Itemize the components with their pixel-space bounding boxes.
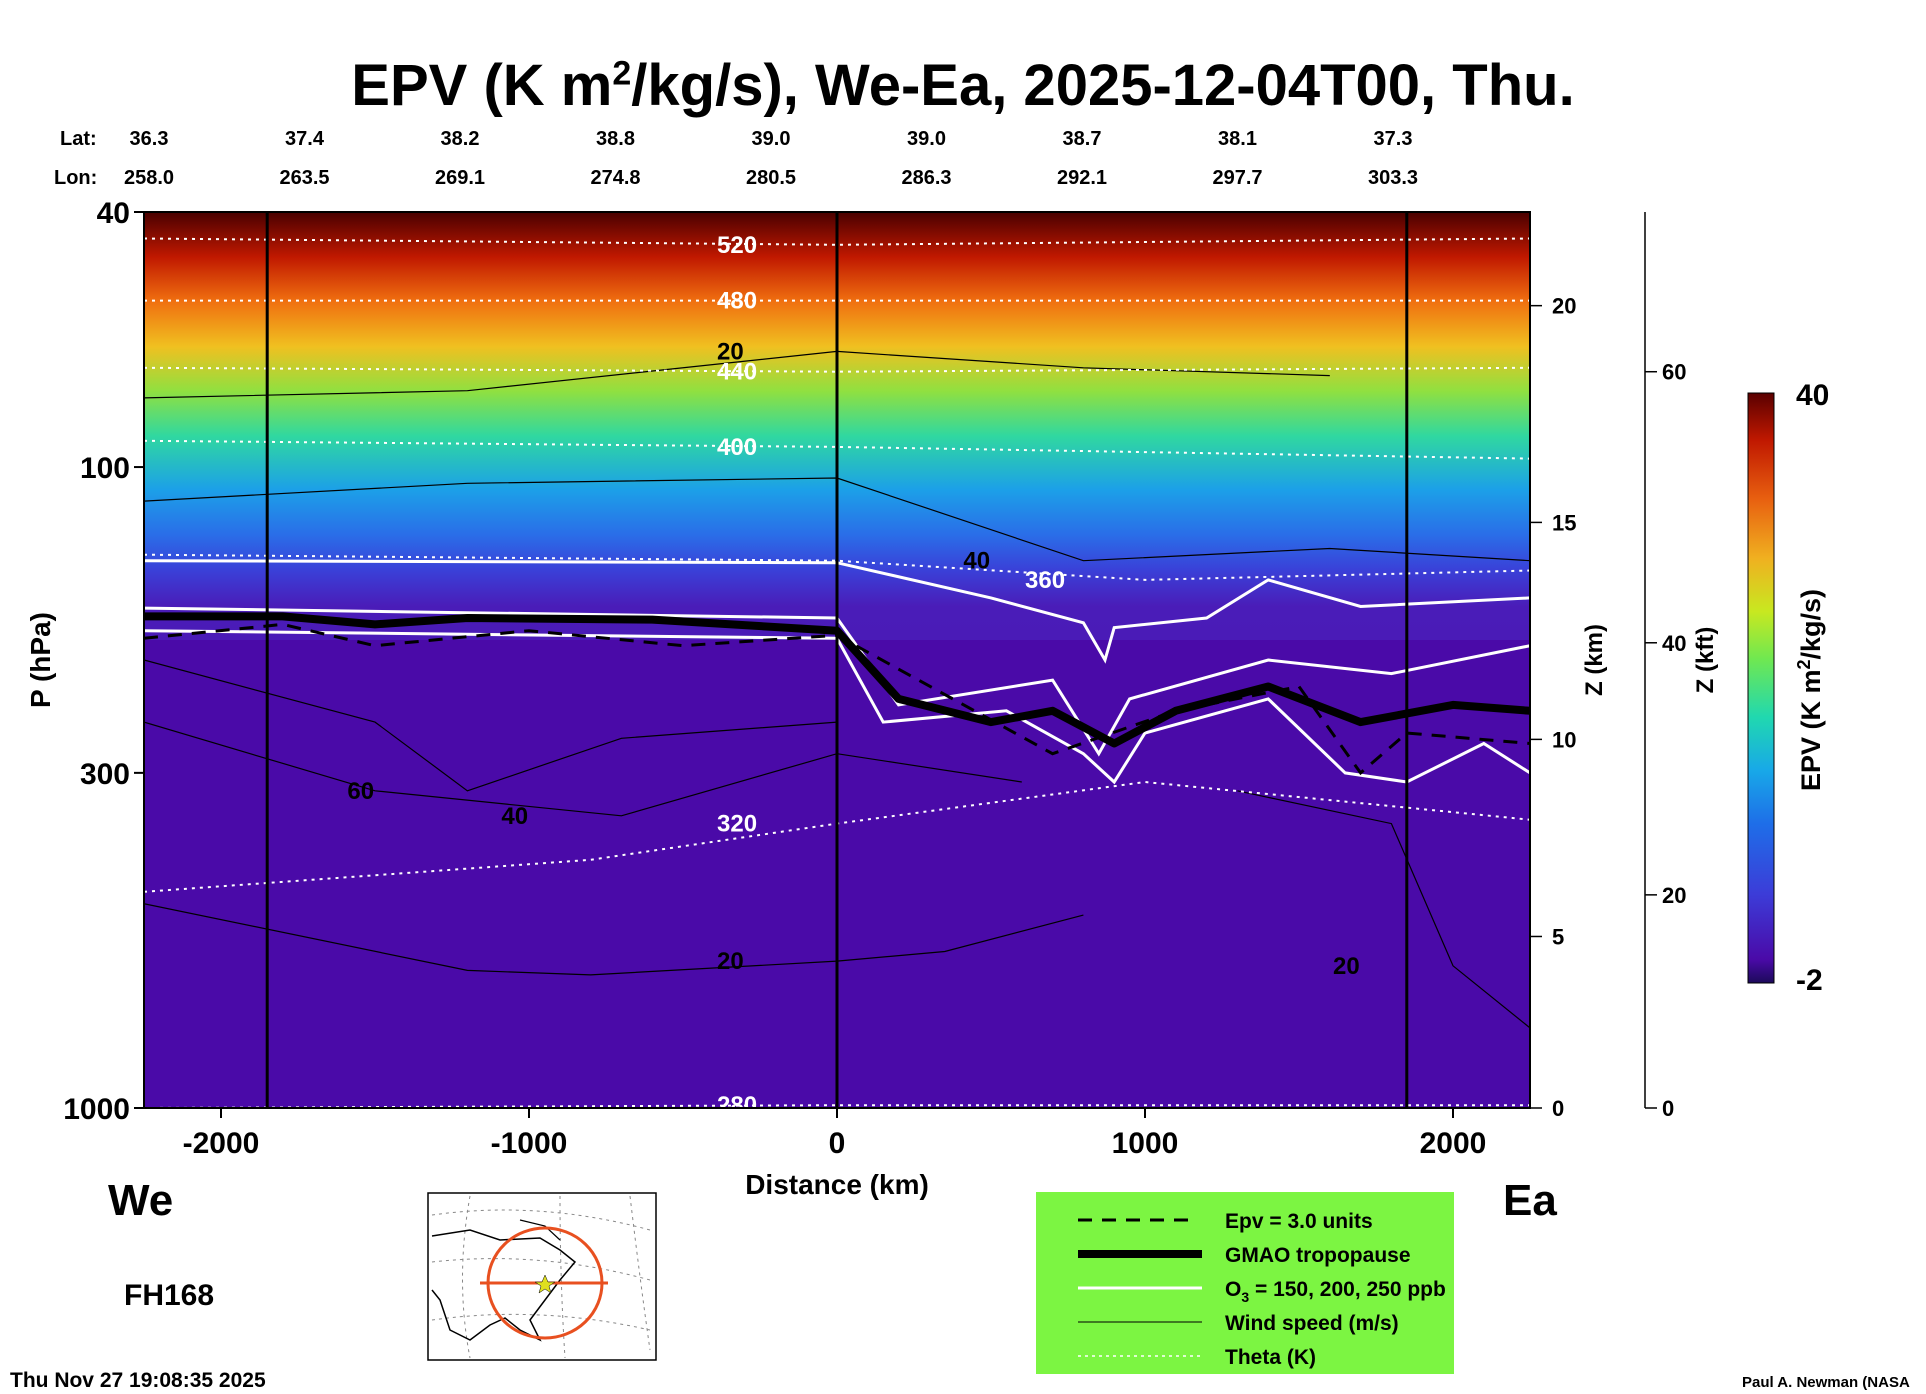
lat-value: 38.7 — [1063, 128, 1102, 150]
lat-value: 37.4 — [285, 128, 325, 150]
z-km-tick-label: 5 — [1552, 924, 1564, 949]
colorbar-max-label: 40 — [1796, 379, 1829, 412]
ozone-contour — [144, 629, 1530, 785]
x-tick-label: 0 — [829, 1127, 846, 1160]
y-tick-label: 300 — [80, 758, 130, 791]
z-kft-tick-label: 60 — [1662, 360, 1686, 385]
lon-value: 280.5 — [746, 167, 796, 189]
theta-contour-label: 400 — [717, 434, 757, 461]
lon-value: 269.1 — [435, 167, 485, 189]
colorbar-label: EPV (K m2/kg/s) — [1794, 589, 1826, 791]
west-label: We — [108, 1176, 173, 1225]
wind-speed-contour — [1237, 790, 1530, 1029]
lon-value: 274.8 — [590, 167, 640, 189]
wind-speed-contour — [144, 721, 1022, 817]
lon-value: 297.7 — [1212, 167, 1262, 189]
x-tick-label: 2000 — [1420, 1127, 1487, 1160]
theta-contour — [144, 553, 1530, 581]
wind-speed-contour-label: 20 — [717, 338, 744, 365]
lat-value: 36.3 — [130, 128, 169, 150]
epv3-contour — [144, 622, 1530, 776]
theta-contour-label: 320 — [717, 811, 757, 838]
wind-speed-contour — [144, 659, 838, 792]
z-km-tick-label: 0 — [1552, 1096, 1564, 1121]
wind-speed-contour-label: 20 — [1333, 953, 1360, 980]
inset-map — [427, 1192, 657, 1361]
colorbar-min-label: -2 — [1796, 964, 1823, 997]
x-axis-label: Distance (km) — [745, 1169, 929, 1200]
y-tick-label: 40 — [97, 197, 130, 230]
vertical-markers — [265, 212, 1409, 1108]
y-tick-label: 1000 — [63, 1093, 130, 1126]
chart-title: EPV (K m2/kg/s), We-Ea, 2025-12-04T00, T… — [351, 53, 1575, 118]
x-axis: -2000 -1000 0 1000 2000 — [183, 1108, 1487, 1160]
lon-value: 303.3 — [1368, 167, 1418, 189]
tropopause-line — [144, 612, 1530, 748]
legend-label-wind: Wind speed (m/s) — [1225, 1312, 1399, 1335]
lat-value: 38.8 — [596, 128, 635, 150]
legend-box — [1036, 1192, 1454, 1374]
lat-lon-labels: 36.3 37.4 38.2 38.8 39.0 39.0 38.7 38.1 37.3 258.… — [124, 128, 1418, 189]
lat-value: 38.2 — [441, 128, 480, 150]
wind-speed-contour-label: 40 — [501, 803, 528, 830]
z-kft-axis: 60 40 20 0 — [1645, 360, 1686, 1121]
east-label: Ea — [1503, 1176, 1557, 1225]
legend-label-epv: Epv = 3.0 units — [1225, 1210, 1373, 1233]
timestamp: Thu Nov 27 19:08:35 2025 — [10, 1369, 266, 1392]
lon-value: 286.3 — [901, 167, 951, 189]
theta-contour-label: 480 — [717, 288, 757, 315]
wind-speed-contour-label: 20 — [717, 948, 744, 975]
z-kft-tick-label: 40 — [1662, 631, 1686, 656]
z-km-tick-label: 20 — [1552, 294, 1576, 319]
z-km-axis: 20 15 10 5 0 — [1530, 294, 1576, 1121]
lat-row-label: Lat: — [60, 128, 97, 150]
z-km-tick-label: 10 — [1552, 727, 1576, 752]
theta-contour-label: 280 — [717, 1092, 757, 1119]
z-kft-tick-label: 20 — [1662, 883, 1686, 908]
lon-row-label: Lon: — [54, 167, 97, 189]
z-kft-tick-label: 0 — [1662, 1096, 1674, 1121]
z-km-axis-label: Z (km) — [1581, 624, 1608, 696]
legend-label-tropopause: GMAO tropopause — [1225, 1244, 1411, 1267]
z-kft-axis-label: Z (kft) — [1692, 627, 1719, 694]
lat-value: 39.0 — [907, 128, 946, 150]
wind-speed-contour-label: 60 — [347, 778, 374, 805]
wind-speed-contour — [144, 903, 1084, 976]
legend: Epv = 3.0 units GMAO tropopause O3 = 150… — [1036, 1192, 1454, 1374]
lon-value: 263.5 — [279, 167, 329, 189]
lat-value: 37.3 — [1374, 128, 1413, 150]
lon-value: 258.0 — [124, 167, 174, 189]
y-axis-label: P (hPa) — [25, 612, 56, 708]
theta-contour-label: 440 — [717, 359, 757, 386]
z-km-tick-label: 15 — [1552, 510, 1576, 535]
ozone-contour — [144, 559, 1530, 664]
x-tick-label: -1000 — [491, 1127, 568, 1160]
y-tick-label: 100 — [80, 452, 130, 485]
colorbar — [1747, 392, 1775, 984]
legend-label-ozone: O3 = 150, 200, 250 ppb — [1225, 1278, 1446, 1305]
credit: Paul A. Newman (NASA — [1742, 1374, 1910, 1391]
lon-value: 292.1 — [1057, 167, 1107, 189]
x-tick-label: 1000 — [1112, 1127, 1179, 1160]
legend-label-theta: Theta (K) — [1225, 1346, 1316, 1369]
y-axis: 40 100 300 1000 — [63, 197, 144, 1126]
lat-value: 39.0 — [752, 128, 791, 150]
theta-contour-label: 360 — [1025, 567, 1065, 594]
lat-value: 38.1 — [1218, 128, 1257, 150]
inset-center-star-icon — [534, 1274, 556, 1294]
forecast-hour: FH168 — [124, 1279, 214, 1312]
x-tick-label: -2000 — [183, 1127, 260, 1160]
wind-speed-contour — [144, 477, 1530, 562]
theta-contour-label: 520 — [717, 232, 757, 259]
